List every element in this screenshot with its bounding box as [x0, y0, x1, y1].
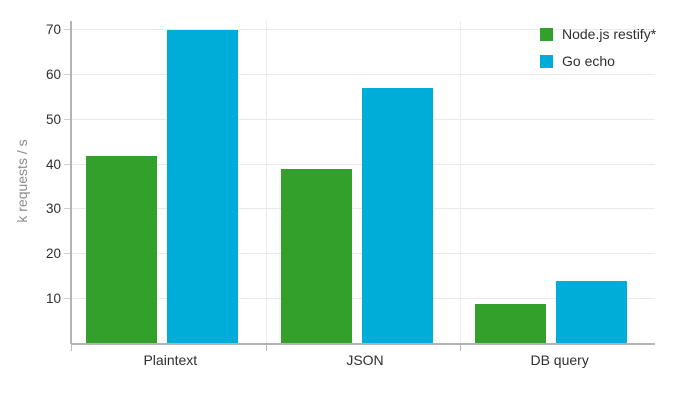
y-tick-mark	[64, 118, 70, 120]
legend-swatch-icon	[540, 54, 553, 68]
x-tick-mark	[71, 345, 72, 351]
bar-go-echo-db-query	[556, 281, 628, 344]
bar-node-js-restify-plaintext	[86, 155, 157, 344]
y-axis-line	[70, 21, 72, 344]
v-gridline	[265, 21, 267, 349]
y-tick-mark	[64, 298, 70, 300]
y-tick-label: 30	[45, 201, 61, 217]
x-tick-mark	[265, 345, 267, 351]
x-tick-label: JSON	[346, 352, 384, 368]
x-axis-line	[71, 343, 655, 345]
bar-node-js-restify-db-query	[475, 303, 547, 344]
y-tick-label: 60	[45, 66, 61, 82]
h-gridline	[71, 28, 655, 30]
x-tick-label: DB query	[530, 352, 589, 368]
y-tick-mark	[64, 163, 70, 165]
y-tick-label: 70	[45, 21, 61, 37]
y-tick-label: 50	[45, 111, 61, 127]
bar-go-echo-plaintext	[167, 29, 238, 344]
y-tick-label: 20	[45, 246, 61, 262]
plot-area: 10 20 30 40 50 60 70 Plaintext JSON DB query	[46, 21, 655, 368]
legend: Node.js restify* Go echo	[540, 24, 656, 78]
y-tick-mark	[64, 28, 70, 30]
bar-go-echo-json	[361, 88, 433, 344]
y-tick-label: 40	[45, 156, 61, 172]
x-tick-label: Plaintext	[143, 352, 198, 368]
y-tick-mark	[64, 253, 70, 255]
legend-item-go-echo[interactable]: Go echo	[540, 51, 656, 71]
v-gridline	[460, 21, 462, 349]
y-tick-label: 10	[45, 291, 61, 307]
y-tick-mark	[64, 73, 70, 75]
x-tick-mark	[460, 345, 462, 351]
bar-node-js-restify-json	[280, 169, 352, 344]
legend-label: Go echo	[562, 53, 615, 69]
h-gridline	[71, 73, 655, 75]
y-tick-mark	[64, 208, 70, 210]
legend-swatch-icon	[540, 27, 553, 41]
legend-item-node-js-restify[interactable]: Node.js restify*	[540, 24, 656, 44]
legend-label: Node.js restify*	[562, 26, 657, 42]
